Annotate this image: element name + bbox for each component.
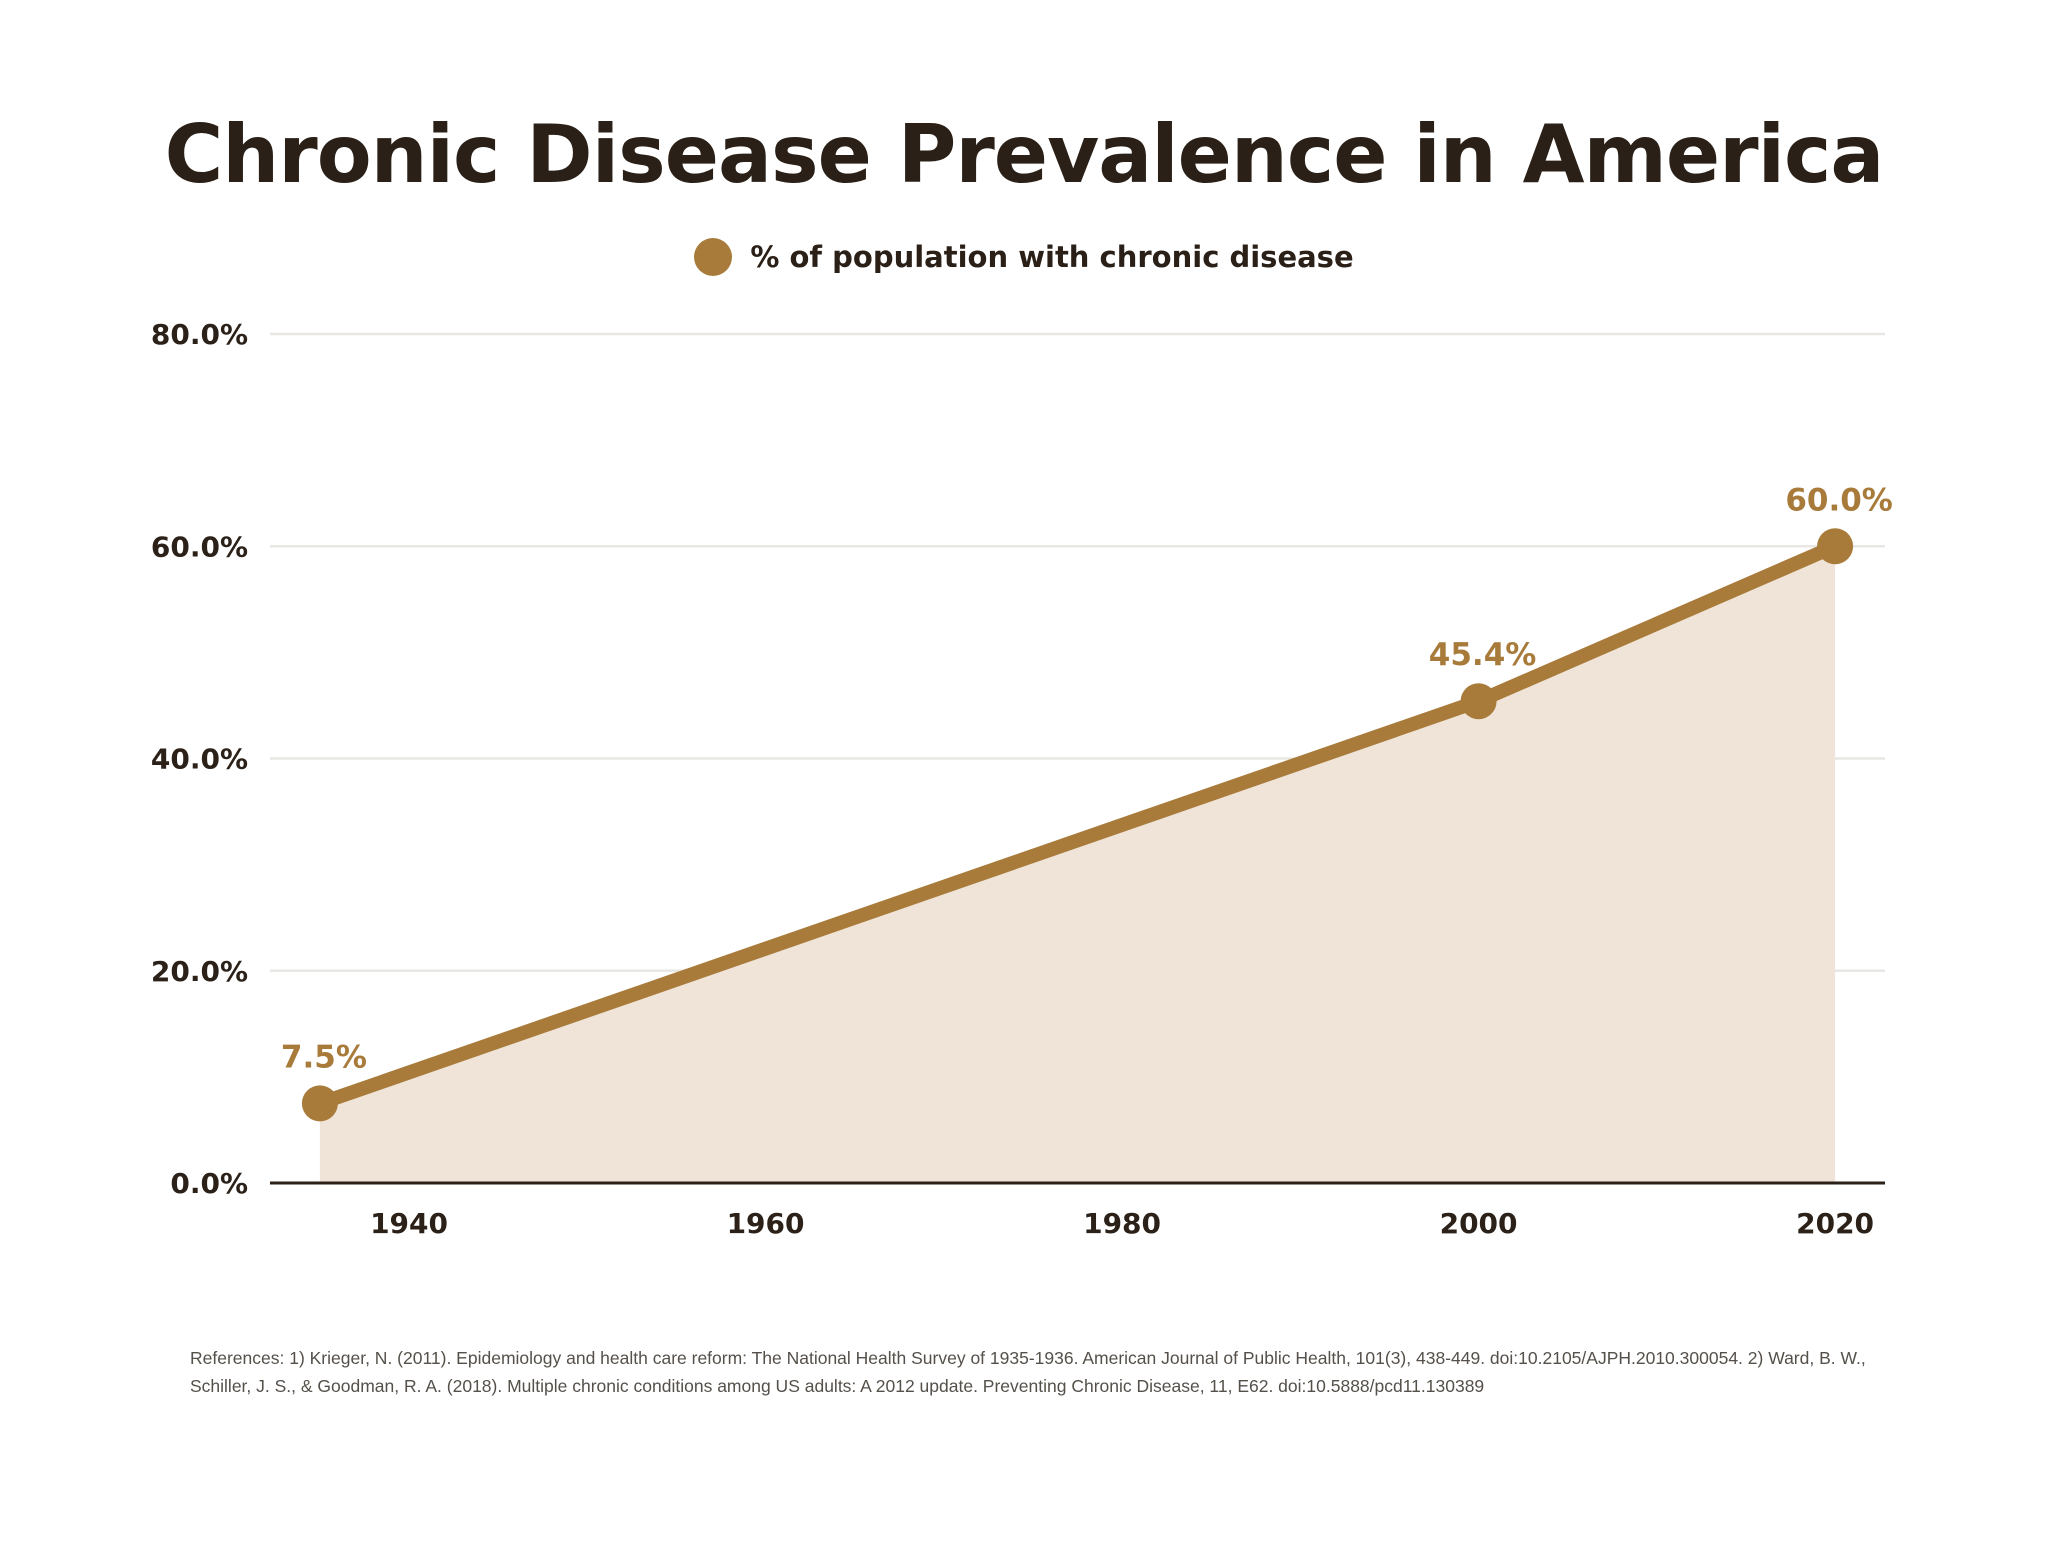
- references-text: References: 1) Krieger, N. (2011). Epide…: [190, 1348, 1866, 1396]
- legend-label: % of population with chronic disease: [750, 240, 1354, 274]
- data-point[interactable]: [1817, 528, 1854, 565]
- y-tick-label: 80.0%: [151, 318, 248, 351]
- legend: % of population with chronic disease: [0, 238, 2048, 276]
- legend-swatch: [694, 238, 733, 276]
- data-label: 60.0%: [1785, 482, 1893, 518]
- y-tick-label: 60.0%: [151, 530, 248, 563]
- data-point[interactable]: [1460, 683, 1497, 720]
- x-tick-label: 1980: [1083, 1207, 1161, 1240]
- chart-title: Chronic Disease Prevalence in America: [164, 108, 1885, 201]
- x-tick-label: 2020: [1796, 1207, 1874, 1240]
- y-tick-label: 0.0%: [170, 1167, 248, 1200]
- x-tick-label: 1960: [727, 1207, 805, 1240]
- data-label: 45.4%: [1429, 637, 1537, 673]
- data-point[interactable]: [301, 1085, 338, 1122]
- y-tick-label: 40.0%: [151, 743, 248, 776]
- series-line: [312, 539, 1843, 1111]
- y-tick-label: 20.0%: [151, 955, 248, 988]
- x-tick-label: 1940: [370, 1207, 448, 1240]
- x-tick-label: 2000: [1440, 1207, 1518, 1240]
- data-label: 7.5%: [281, 1039, 367, 1075]
- series-area: [319, 546, 1836, 1183]
